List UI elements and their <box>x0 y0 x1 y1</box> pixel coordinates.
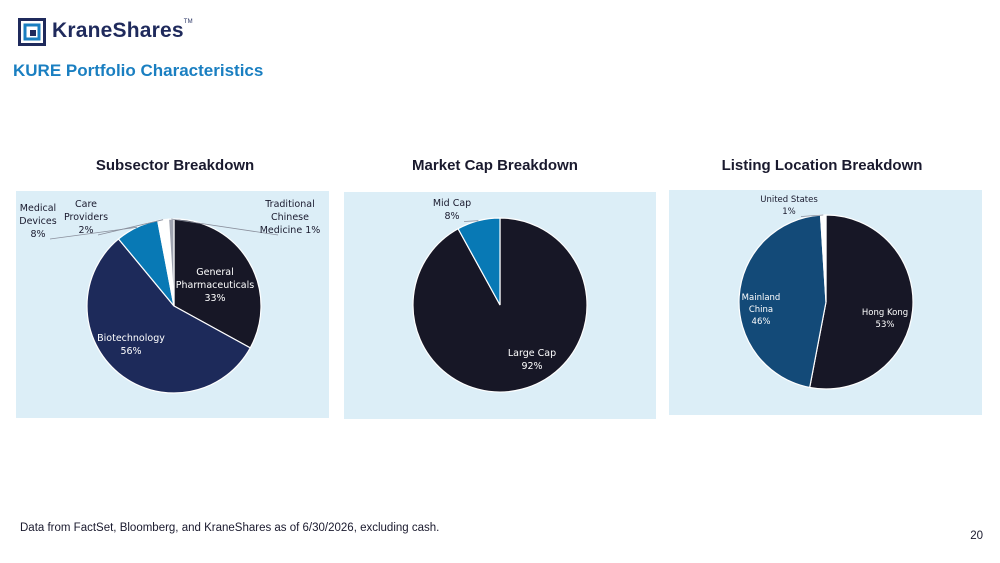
kraneshares-logo-mark-icon <box>18 18 46 46</box>
leader-line-care-providers <box>97 219 164 236</box>
leader-line-united-states <box>800 214 824 217</box>
brand-trademark: TM <box>183 19 193 25</box>
data-label-biotechnology: Biotechnology 56% <box>97 333 165 357</box>
pie-chart-subsector: General Pharmaceuticals 33% Biotechnology 56… <box>19 199 321 394</box>
pie-chart-listing-location: Hong Kong 53% Mainland China 46% United State… <box>738 195 914 390</box>
chart-title-listing-location: Listing Location Breakdown <box>721 157 923 174</box>
pie-slice-mainland-china <box>738 214 827 389</box>
leader-line-mid-cap <box>463 220 479 222</box>
pie-slice-hong-kong <box>808 214 914 390</box>
data-label-care-providers: Care Providers 2% <box>64 199 108 236</box>
pie-slice-general-pharmaceuticals <box>173 218 262 349</box>
data-label-mid-cap: Mid Cap 8% <box>433 198 471 222</box>
brand-name: KraneSharesTM <box>52 19 193 42</box>
page-number: 20 <box>970 530 983 542</box>
pie-slice-traditional-chinese-medicine <box>167 218 175 307</box>
pie-chart-market-cap: Large Cap 92% Mid Cap 8% <box>412 198 588 393</box>
data-label-mainland-china: Mainland China 46% <box>742 293 781 327</box>
data-label-general-pharmaceuticals: General Pharmaceuticals 33% <box>176 267 255 304</box>
pie-slice-biotechnology <box>86 238 252 394</box>
chart-title-market-cap: Market Cap Breakdown <box>412 157 578 174</box>
leader-line-traditional-chinese-medicine <box>171 218 279 236</box>
kraneshares-logo: KraneSharesTM <box>18 18 193 46</box>
data-label-large-cap: Large Cap 92% <box>508 348 556 372</box>
chart-panel-subsector: General Pharmaceuticals 33% Biotechnology 56… <box>16 191 329 418</box>
data-label-traditional-chinese-medicine: Traditional Chinese Medicine 1% <box>260 199 321 236</box>
chart-title-subsector: Subsector Breakdown <box>95 157 255 174</box>
chart-panel-listing-location: Hong Kong 53% Mainland China 46% United State… <box>669 190 982 415</box>
footnote: Data from FactSet, Bloomberg, and KraneS… <box>20 522 440 534</box>
page-title: KURE Portfolio Characteristics <box>13 61 264 80</box>
data-label-medical-devices: Medical Devices 8% <box>19 203 56 240</box>
data-label-hong-kong: Hong Kong 53% <box>862 308 908 330</box>
data-label-united-states: United States 1% <box>760 195 818 217</box>
chart-panel-market-cap: Large Cap 92% Mid Cap 8% <box>344 192 656 419</box>
